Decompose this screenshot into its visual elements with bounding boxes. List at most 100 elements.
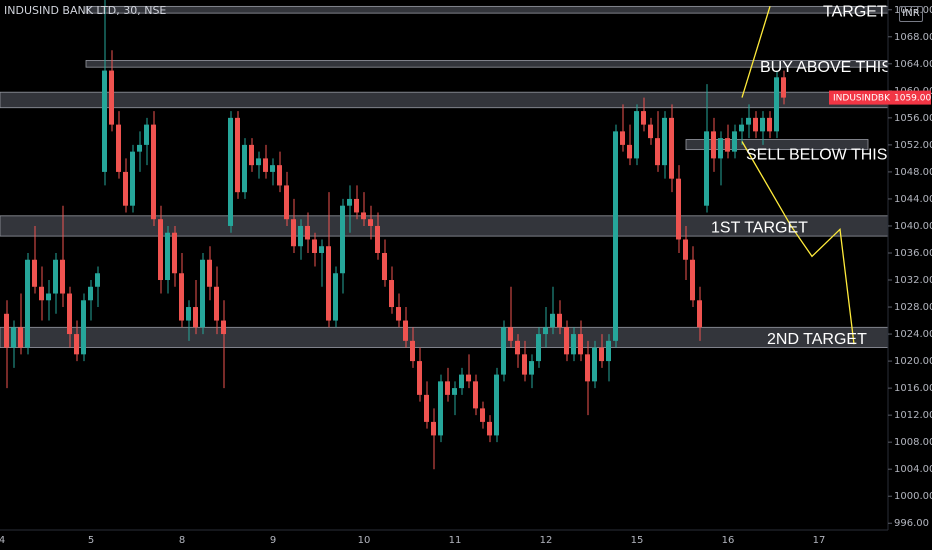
candle-body — [550, 313, 555, 328]
candle-body — [116, 124, 121, 172]
candle-body — [18, 327, 23, 348]
arrow-line — [741, 141, 855, 345]
candle-body — [165, 232, 170, 281]
candle-body — [319, 246, 324, 253]
candle-body — [480, 408, 485, 422]
time-tick: 16 — [722, 535, 735, 546]
candle-body — [585, 354, 590, 382]
candle-body — [340, 205, 345, 274]
candle-body — [109, 70, 114, 125]
candle-body — [60, 259, 65, 294]
candle-body — [508, 327, 513, 341]
price-tick: 1024.00 — [894, 329, 932, 340]
candle-body — [746, 117, 751, 125]
last-price-badge: INDUSINDBK 1059.00 — [829, 90, 931, 105]
candle-body — [88, 286, 93, 301]
time-tick: 5 — [88, 535, 94, 546]
time-tick: 8 — [179, 535, 185, 546]
candle-body — [284, 185, 289, 220]
candle-body — [445, 381, 450, 395]
candle-body — [53, 259, 58, 294]
price-tick: 1036.00 — [894, 248, 932, 259]
candle-body — [571, 334, 576, 355]
candle-body — [718, 138, 723, 159]
annotation-label: 2ND TARGET — [767, 331, 867, 348]
candle-body — [193, 307, 198, 328]
candle-body — [277, 165, 282, 186]
candle-body — [774, 77, 779, 132]
candle-body — [494, 374, 499, 436]
annotation-label: 1ST TARGET — [711, 220, 808, 237]
arrow-line — [741, 6, 771, 98]
annotation-label: TARGET — [823, 4, 887, 21]
candle-body — [46, 293, 51, 301]
candle-body — [522, 354, 527, 375]
candle-body — [144, 124, 149, 145]
price-tick: 1052.00 — [894, 140, 932, 151]
candle-body — [627, 144, 632, 159]
candle-body — [529, 361, 534, 375]
price-tick: 1040.00 — [894, 221, 932, 232]
candle-body — [424, 394, 429, 422]
candle-body — [760, 117, 765, 132]
price-badge-value: 1059.00 — [894, 94, 931, 104]
price-tick: 1000.00 — [894, 491, 932, 502]
candle-body — [683, 239, 688, 260]
candle-body — [641, 111, 646, 125]
candle-body — [326, 246, 331, 321]
time-tick: 9 — [270, 535, 276, 546]
candle-body — [725, 138, 730, 152]
candle-body — [536, 334, 541, 362]
candle-body — [466, 374, 471, 382]
candle-body — [228, 117, 233, 226]
candle-body — [298, 225, 303, 247]
candle-body — [410, 340, 415, 362]
price-tick: 1048.00 — [894, 167, 932, 178]
candle-body — [207, 259, 212, 287]
candle-body — [690, 259, 695, 301]
candle-body — [403, 320, 408, 341]
time-tick: 17 — [813, 535, 826, 546]
candle-body — [25, 259, 30, 348]
price-tick: 1064.00 — [894, 59, 932, 70]
candle-body — [291, 219, 296, 247]
price-tick: 1008.00 — [894, 437, 932, 448]
candle-body — [11, 327, 16, 348]
candle-body — [767, 117, 772, 132]
candle-body — [200, 259, 205, 328]
candle-body — [347, 198, 352, 206]
candle-body — [74, 334, 79, 355]
candle-body — [221, 320, 226, 335]
candle-body — [382, 252, 387, 281]
price-badge-label: INDUSINDBK — [833, 94, 891, 104]
candle-body — [578, 334, 583, 355]
currency-button[interactable]: INR — [899, 6, 923, 22]
candle-body — [375, 225, 380, 253]
candle-body — [39, 286, 44, 301]
candle-body — [452, 388, 457, 395]
time-tick: 11 — [449, 535, 462, 546]
candle-body — [179, 273, 184, 321]
candle-body — [137, 144, 142, 152]
candle-body — [123, 171, 128, 206]
candle-body — [256, 158, 261, 166]
candle-body — [557, 313, 562, 328]
candle-body — [151, 124, 156, 220]
candle-body — [459, 374, 464, 389]
candle-body — [564, 327, 569, 355]
candle-body — [130, 151, 135, 206]
candle-body — [361, 212, 366, 220]
price-tick: 1056.00 — [894, 113, 932, 124]
candle-body — [368, 219, 373, 226]
candle-body — [102, 70, 107, 172]
candle-body — [599, 347, 604, 362]
candle-body — [417, 361, 422, 395]
candle-body — [95, 273, 100, 287]
candle-body — [354, 198, 359, 213]
candle-body — [81, 300, 86, 355]
zone-upper — [0, 91, 889, 109]
candle-body — [711, 131, 716, 159]
candle-body — [676, 178, 681, 240]
price-tick: 1032.00 — [894, 275, 932, 286]
